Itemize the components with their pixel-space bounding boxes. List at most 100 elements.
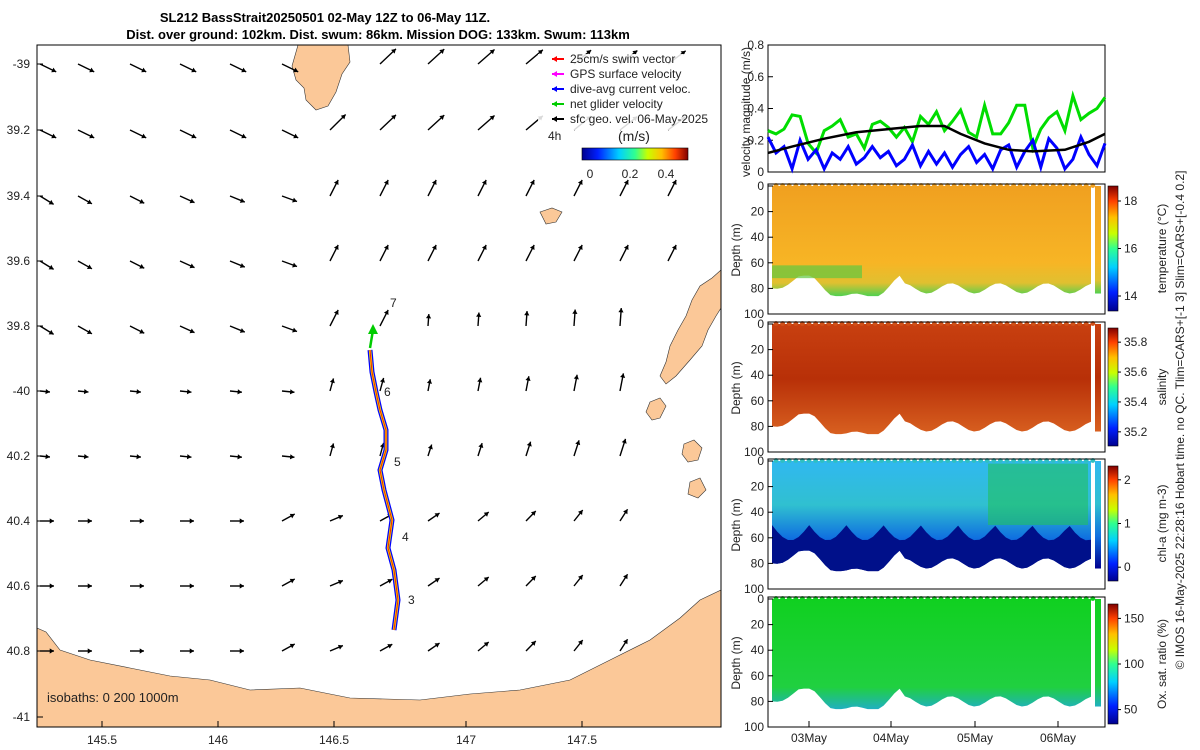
velocity-ylabel: velocity magnitude (m/s) [739,47,753,177]
velocity-arrowhead [191,67,197,73]
velocity-arrowhead [289,513,295,519]
velocity-arrowhead [529,179,535,185]
velocity-arrowhead [189,648,194,654]
velocity-arrowhead [425,314,432,319]
legend-swatch-head [552,71,557,77]
velocity-arrowhead [572,309,578,314]
velocity-arrowhead [289,389,295,395]
velocity-arrowhead [239,648,244,654]
legend-swatch-head [552,101,557,107]
legend-item-label: GPS surface velocity [570,67,681,81]
depth-tick-label: 20 [751,618,765,632]
colorbar-tick-label: 0 [1124,560,1131,574]
profile-side-strip [1095,186,1101,294]
depth-tick-label: 100 [744,445,764,459]
velocity-arrowhead [632,50,638,56]
velocity-arrowhead [537,49,543,55]
velocity-arrowhead [48,264,54,270]
profile-data-field [772,324,1091,435]
velocity-arrowhead [489,49,495,55]
velocity-arrowhead [476,312,482,317]
velocity-arrowhead [141,133,147,139]
velocity-arrowhead [337,579,343,585]
velocity-arrowhead [483,511,489,517]
velocity-arrowhead [431,179,437,185]
map-ytick-label: 39.8 [7,319,31,333]
velocity-arrowhead [189,518,194,524]
map-ytick-label: 39.4 [7,189,31,203]
profile-side-strip [1095,324,1101,432]
colorbar-label: salinity [1155,369,1169,406]
title-line1: SL212 BassStrait20250501 02-May 12Z to 0… [160,10,490,25]
speed-colorbar [581,147,689,161]
velocity-ytick-label: 0.6 [747,70,764,84]
profile-axes [767,596,1106,728]
velocity-arrowhead [292,197,298,203]
velocity-arrowhead [83,454,89,460]
colorbar-tick-label: 1 [1124,517,1131,531]
velocity-ytick-label: 0.2 [747,133,764,147]
colorbar-tick-label: 35.8 [1124,335,1148,349]
profile-data-field [772,186,1091,297]
cbar-tick-2: 0.4 [658,167,675,181]
velocity-arrowhead [383,179,389,185]
colorbar-tick-label: 150 [1124,611,1144,625]
velocity-arrowhead [237,454,242,460]
velocity-arrowhead [136,389,141,395]
depth-tick-label: 40 [751,505,765,519]
velocity-arrowhead [434,578,440,583]
velocity-arrowhead [434,513,440,518]
velocity-arrowhead [680,50,686,56]
velocity-arrowhead [427,444,433,450]
velocity-arrowhead [489,115,495,121]
colorbar-tick-label: 50 [1124,703,1138,717]
velocity-arrowhead [191,133,197,139]
title-line2: Dist. over ground: 102km. Dist. swum: 86… [126,27,630,42]
time-tick-label: 06May [1040,731,1076,745]
velocity-arrowhead [139,648,144,654]
track-label-6: 6 [384,385,391,399]
velocity-arrowhead [86,329,92,334]
velocity-arrowhead [439,49,445,54]
depth-axis-label: Depth (m) [729,498,743,551]
colorbar-label: Ox. sat. ratio (%) [1155,619,1169,709]
depth-tick-label: 0 [757,454,764,468]
velocity-arrowhead [49,518,54,524]
map-x-ticks: 145.5 146 146.5 147 147.5 [87,721,597,747]
profile-axes [767,321,1106,453]
depth-tick-label: 20 [751,343,765,357]
velocity-arrowhead [239,263,245,268]
profile-panel-chl-a: 0 20 40 60 80 100 Depth (m) 0 1 2 chl-a (mg m-3) [729,454,1169,596]
track-label-4: 4 [402,530,409,544]
velocity-arrowhead [51,133,57,139]
depth-tick-label: 60 [751,669,765,683]
colorbar-tick-label: 100 [1124,657,1144,671]
profile-data-field [772,599,1091,710]
chl-green-patch [988,463,1088,525]
velocity-arrowhead [237,389,242,395]
velocity-ytick-label: 0.4 [747,102,764,116]
land-flinders-small [645,397,667,421]
velocity-arrowhead [333,179,339,185]
velocity-arrowhead [189,263,195,269]
colorbar-tick-label: 35.6 [1124,365,1148,379]
velocity-arrowhead [530,640,536,646]
footer-credit: © IMOS 16-May-2025 22:28:16 Hobart time.… [1173,171,1187,670]
profile-axes [767,183,1106,315]
velocity-arrowhead [289,454,295,460]
map-xtick-label: 147.5 [567,733,597,747]
map-xtick-label: 146.5 [319,733,349,747]
velocity-arrowhead [337,514,343,520]
depth-tick-label: 60 [751,531,765,545]
velocity-arrowhead [333,309,339,315]
depth-tick-label: 0 [757,317,764,331]
velocity-arrowhead [524,311,530,316]
legend-item-label: dive-avg current veloc. [570,82,691,96]
map-ytick-label: -41 [13,710,31,724]
velocity-arrowhead [391,48,396,54]
profile-panel-temperature: 0 20 40 60 80 100 Depth (m) 14 16 18 temperature (… [729,179,1169,321]
velocity-arrowhead [340,114,346,120]
velocity-arrowhead [478,443,484,449]
velocity-arrowhead [239,198,245,203]
time-tick-label: 04May [873,731,909,745]
